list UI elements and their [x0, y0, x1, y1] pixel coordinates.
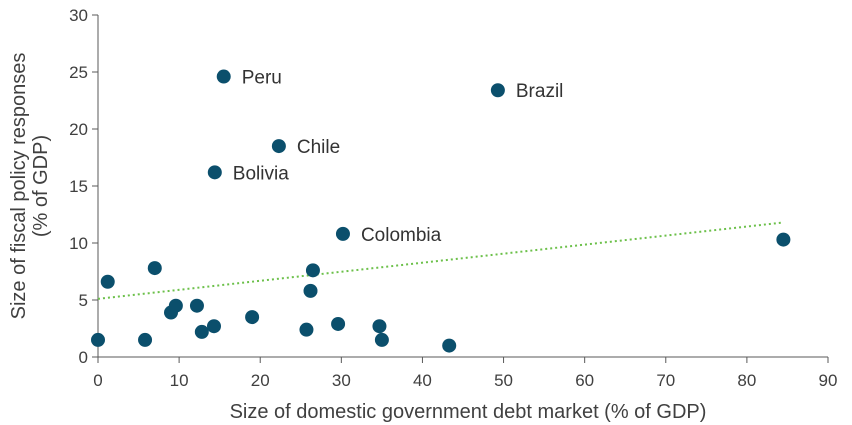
- x-tick-label: 20: [251, 371, 270, 390]
- data-point: [374, 332, 389, 347]
- point-labels: Peru Brazil Chile Bolivia Colombia: [233, 68, 564, 246]
- data-point: [299, 322, 314, 337]
- data-point: [271, 139, 286, 154]
- data-point: [245, 310, 260, 325]
- data-point: [305, 263, 320, 278]
- y-tick-label: 10: [69, 234, 88, 253]
- x-tick-label: 30: [332, 371, 351, 390]
- data-point: [168, 298, 183, 313]
- point-label: Colombia: [361, 225, 442, 246]
- y-tick-label: 15: [69, 177, 88, 196]
- data-point: [216, 69, 231, 84]
- data-point: [194, 324, 209, 339]
- y-tick-label: 20: [69, 120, 88, 139]
- y-tick-label: 0: [79, 348, 88, 367]
- x-tick-label: 90: [819, 371, 838, 390]
- data-point: [776, 232, 791, 247]
- x-tick-label: 0: [93, 371, 102, 390]
- y-axis-title-line: (% of GDP): [30, 135, 52, 237]
- data-point: [490, 83, 505, 98]
- data-point: [207, 165, 222, 180]
- y-tick-label: 30: [69, 6, 88, 25]
- data-point: [303, 283, 318, 298]
- x-tick-label: 60: [575, 371, 594, 390]
- point-label: Chile: [297, 137, 340, 158]
- data-point: [372, 319, 387, 334]
- x-tick-label: 80: [737, 371, 756, 390]
- data-point: [335, 226, 350, 241]
- x-tick-label: 50: [494, 371, 513, 390]
- data-point: [138, 332, 153, 347]
- data-point: [189, 298, 204, 313]
- y-tick-label: 5: [79, 291, 88, 310]
- point-label: Brazil: [516, 81, 564, 102]
- point-label: Peru: [242, 68, 282, 89]
- data-point: [331, 316, 346, 331]
- x-tick-label: 70: [656, 371, 675, 390]
- data-point: [147, 261, 162, 276]
- data-point: [206, 319, 221, 334]
- y-axis-title-line: Size of fiscal policy responses: [8, 53, 30, 320]
- point-label: Bolivia: [233, 163, 289, 184]
- data-points: [91, 69, 791, 353]
- data-point: [442, 338, 457, 353]
- data-point: [91, 332, 105, 347]
- y-axis-title: Size of fiscal policy responses (% of GDP…: [8, 53, 52, 320]
- y-tick-label: 25: [69, 63, 88, 82]
- data-point: [100, 274, 115, 289]
- x-axis-ticks: 0 10 20 30 40 50 60 70 80 90: [93, 357, 837, 390]
- x-tick-label: 40: [413, 371, 432, 390]
- y-axis-ticks: 0 5 10 15 20 25 30: [69, 6, 98, 367]
- x-axis-title: Size of domestic government debt market …: [230, 401, 707, 423]
- x-tick-label: 10: [170, 371, 189, 390]
